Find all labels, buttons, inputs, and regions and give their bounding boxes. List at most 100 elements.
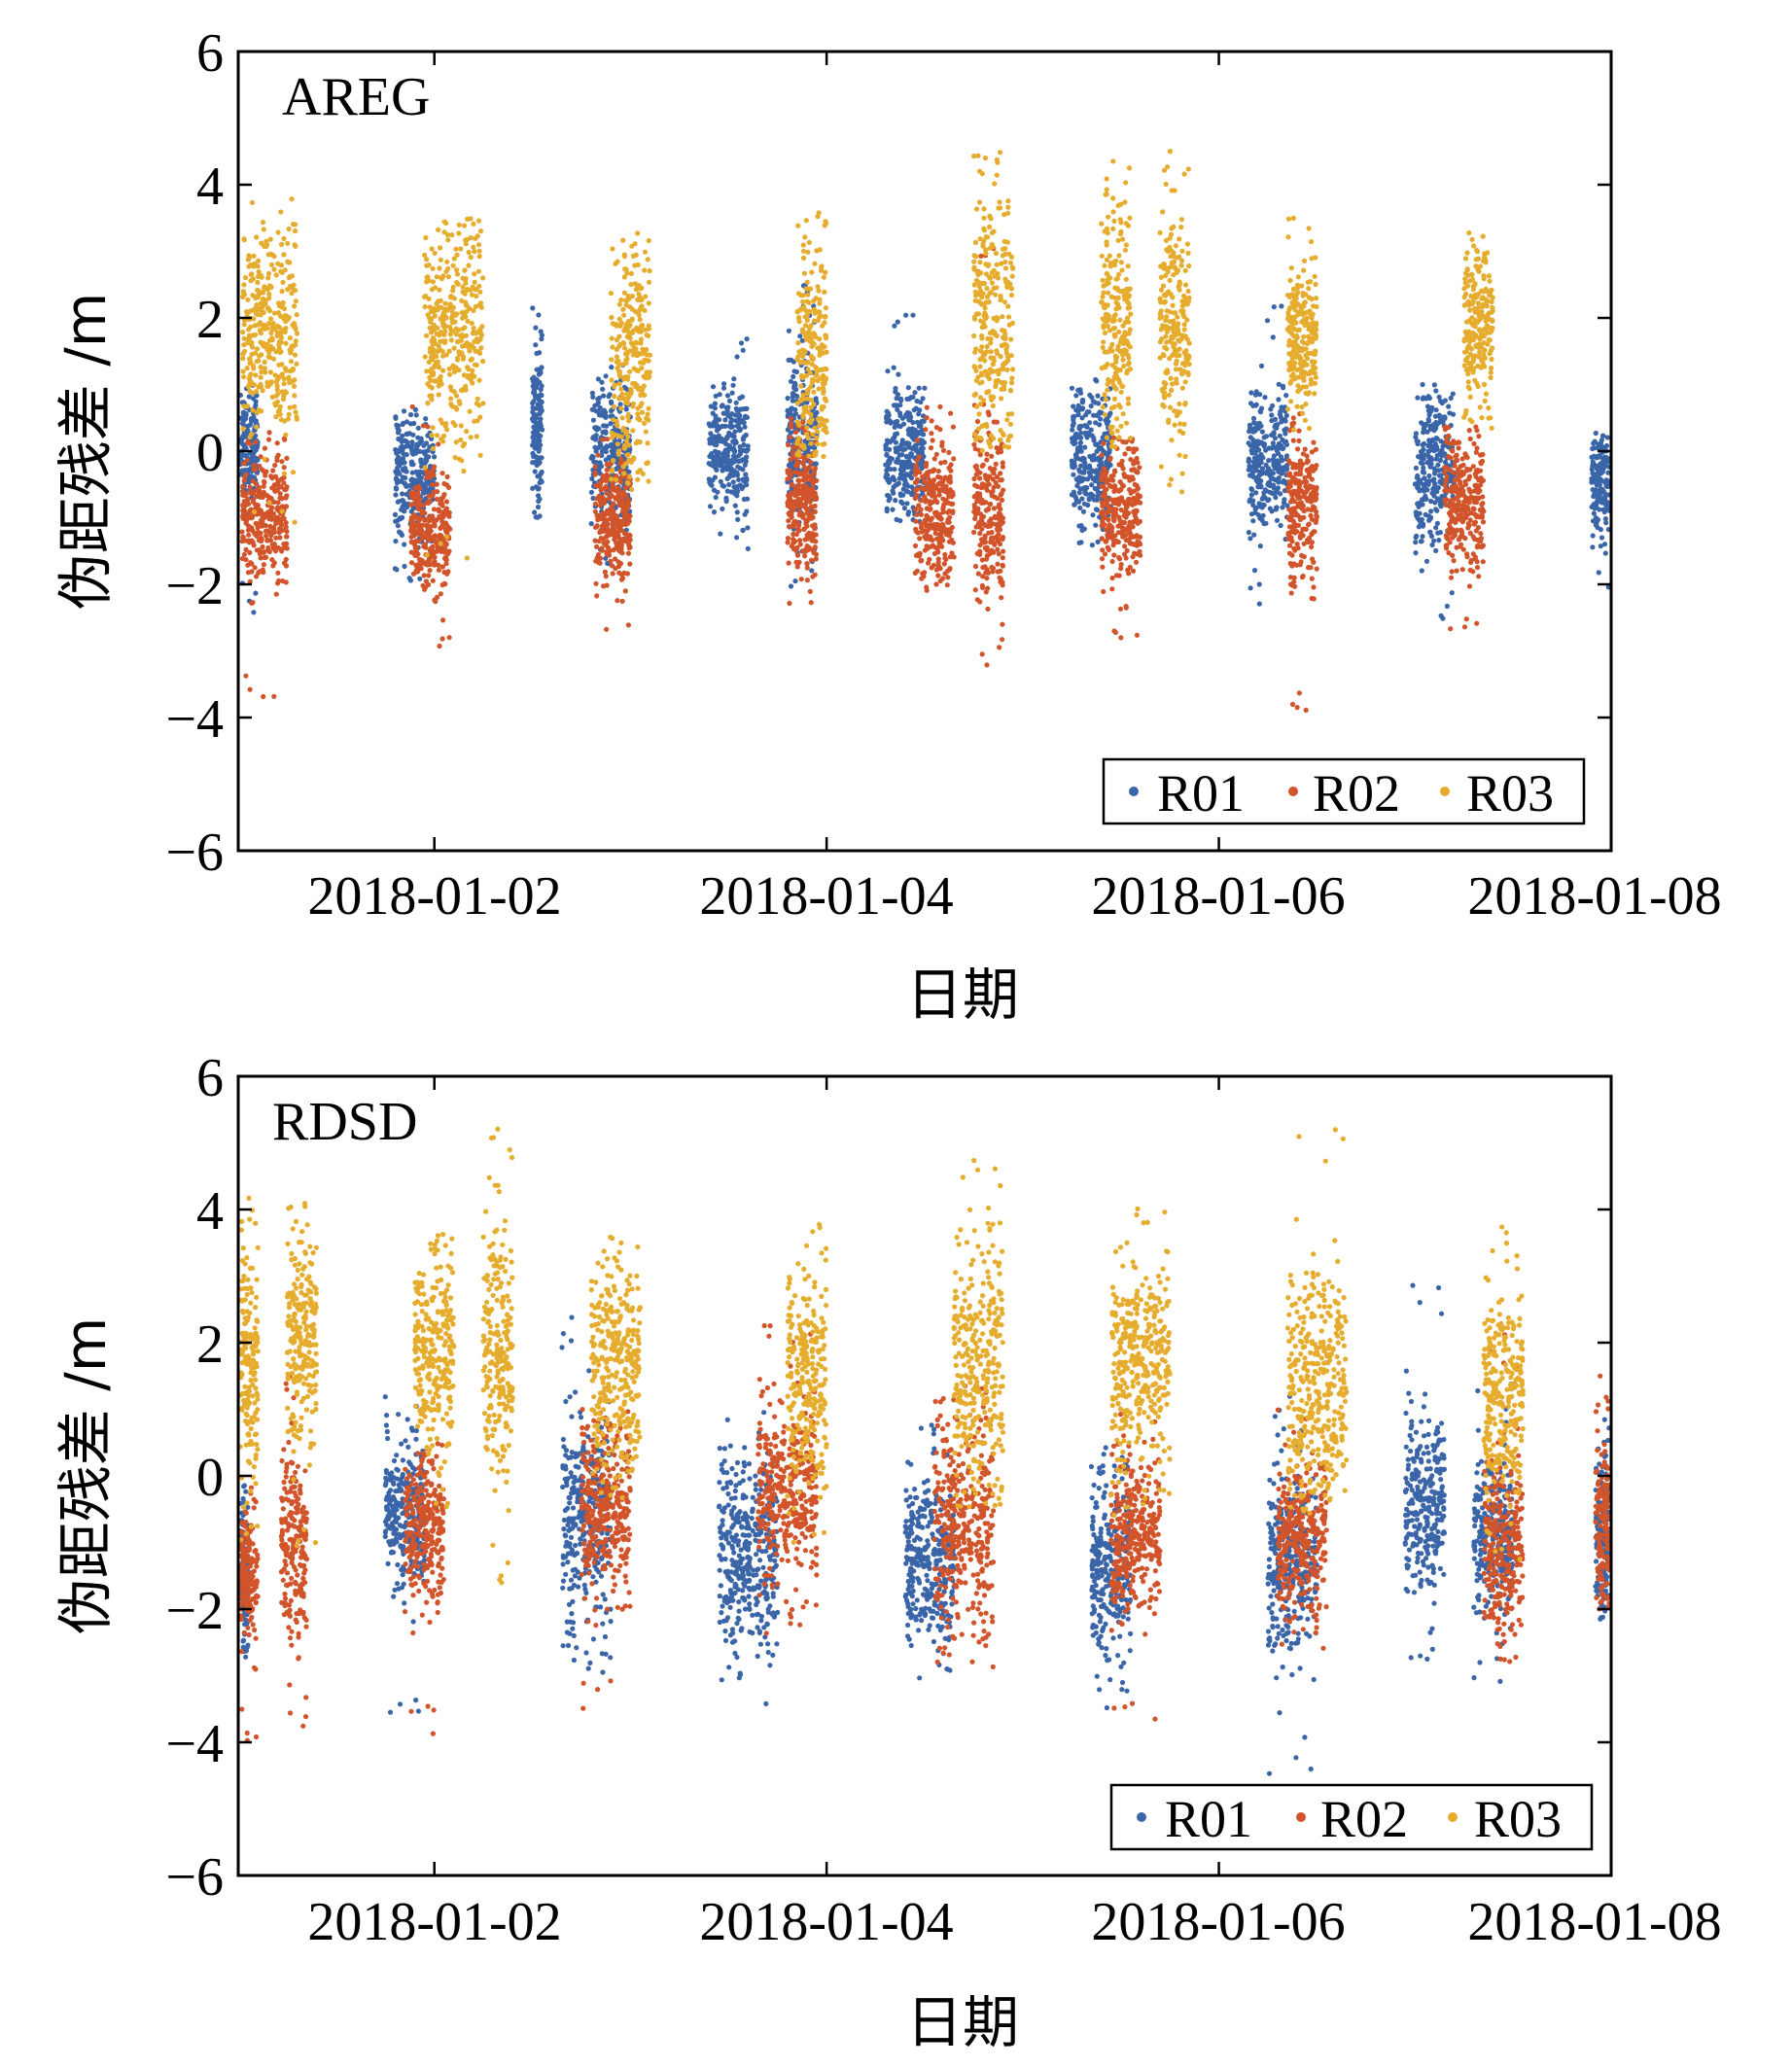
- point-r02: [913, 463, 919, 469]
- point-r02: [977, 470, 983, 475]
- point-r02: [282, 437, 288, 442]
- point-r01: [534, 454, 540, 460]
- point-r02: [619, 598, 625, 605]
- point-r02: [788, 457, 793, 463]
- point-r02: [249, 569, 255, 575]
- point-r01: [1269, 508, 1275, 514]
- point-r02: [272, 514, 279, 520]
- point-r01: [745, 545, 751, 552]
- point-r02: [1296, 438, 1302, 443]
- point-r01: [1450, 391, 1456, 397]
- point-r02: [408, 539, 414, 545]
- point-r01: [590, 417, 597, 423]
- point-r02: [431, 472, 437, 477]
- point-r02: [1111, 552, 1117, 558]
- point-r01: [537, 410, 544, 417]
- point-r02: [807, 464, 813, 470]
- point-r02: [619, 494, 625, 500]
- point-r01: [1248, 511, 1255, 517]
- point-r02: [935, 573, 941, 578]
- point-r01: [897, 467, 903, 473]
- point-r01: [532, 469, 538, 474]
- point-r02: [443, 542, 449, 547]
- point-r02: [1473, 424, 1479, 430]
- point-r01: [535, 402, 541, 407]
- point-r01: [539, 399, 545, 405]
- point-r02: [916, 553, 923, 559]
- point-r01: [891, 490, 896, 496]
- point-r01: [1421, 430, 1426, 436]
- point-r01: [1418, 539, 1423, 544]
- point-r02: [266, 430, 272, 436]
- point-r02: [602, 473, 608, 479]
- point-r02: [1107, 455, 1113, 461]
- point-r02: [261, 483, 266, 489]
- point-r02: [417, 515, 423, 521]
- point-r01: [1429, 490, 1435, 496]
- point-r01: [422, 486, 428, 492]
- point-r01: [608, 408, 615, 414]
- point-r01: [1251, 532, 1257, 538]
- point-r02: [977, 551, 983, 557]
- point-r02: [951, 456, 957, 462]
- point-r02: [252, 565, 258, 571]
- point-r01: [1089, 543, 1095, 548]
- point-r02: [243, 520, 249, 526]
- point-r01: [1590, 533, 1596, 539]
- point-r01: [1088, 403, 1094, 409]
- point-r01: [397, 457, 403, 463]
- point-r02: [258, 555, 264, 561]
- point-r01: [239, 440, 245, 447]
- point-r01: [432, 454, 438, 460]
- point-r02: [1480, 559, 1486, 565]
- point-r02: [1291, 578, 1297, 585]
- point-r01: [890, 474, 896, 480]
- point-r01: [1275, 458, 1281, 464]
- point-r01: [1602, 507, 1608, 512]
- point-r01: [713, 494, 719, 501]
- point-r02: [1311, 596, 1317, 602]
- point-r02: [1123, 605, 1129, 611]
- point-r01: [721, 381, 727, 387]
- point-r01: [735, 464, 741, 470]
- point-r02: [794, 552, 801, 558]
- point-r01: [1087, 392, 1093, 398]
- point-r01: [1256, 601, 1262, 607]
- point-r02: [1117, 606, 1124, 612]
- point-r02: [919, 576, 925, 581]
- point-r01: [740, 467, 746, 473]
- point-r02: [436, 562, 441, 569]
- point-r02: [808, 459, 814, 465]
- point-r02: [933, 512, 939, 518]
- point-r02: [625, 497, 631, 503]
- point-r01: [404, 431, 411, 437]
- point-r02: [922, 478, 928, 484]
- point-r02: [991, 419, 997, 425]
- point-r01: [1095, 393, 1101, 399]
- point-r01: [720, 468, 725, 473]
- point-r02: [985, 606, 991, 613]
- point-r01: [1422, 475, 1427, 481]
- point-r02: [592, 464, 598, 470]
- point-r02: [940, 505, 946, 510]
- point-r02: [1480, 451, 1486, 458]
- point-r02: [620, 538, 627, 543]
- point-r02: [935, 469, 941, 474]
- point-r01: [905, 511, 911, 517]
- point-r01: [593, 433, 599, 438]
- point-r02: [601, 510, 607, 516]
- point-r01: [1413, 465, 1419, 471]
- point-r02: [813, 556, 819, 562]
- point-r02: [247, 686, 253, 692]
- point-r02: [979, 484, 986, 490]
- point-r01: [606, 394, 612, 400]
- point-r02: [1110, 515, 1116, 521]
- point-r02: [1126, 571, 1132, 577]
- point-r01: [1078, 435, 1084, 440]
- point-r02: [1287, 561, 1293, 567]
- point-r02: [427, 568, 433, 574]
- point-r01: [712, 401, 719, 406]
- point-r01: [415, 425, 421, 431]
- point-r02: [947, 527, 953, 533]
- point-r01: [400, 474, 405, 480]
